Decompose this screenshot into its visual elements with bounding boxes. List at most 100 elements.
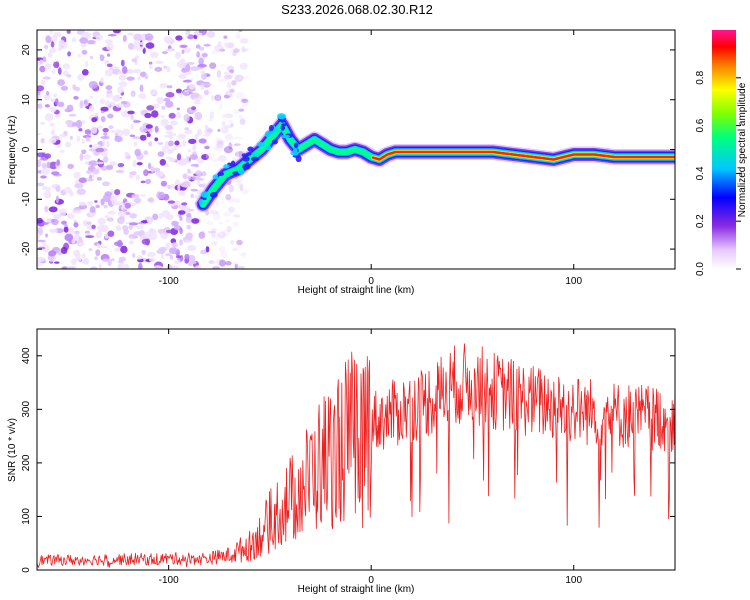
noise-speckle (55, 195, 60, 204)
noise-speckle (212, 212, 221, 221)
noise-speckle (90, 55, 94, 60)
noise-speckle (234, 143, 241, 147)
noise-speckle (221, 113, 226, 119)
noise-speckle (152, 213, 159, 221)
spectrogram-ytick-label: -20 (21, 241, 32, 256)
ridge-blob (274, 128, 281, 133)
ridge-blob (237, 168, 245, 175)
noise-speckle (218, 102, 223, 110)
noise-speckle (204, 145, 210, 150)
noise-speckle (122, 128, 131, 136)
noise-speckle (114, 189, 121, 196)
noise-speckle (41, 168, 51, 175)
noise-speckle (225, 193, 232, 201)
noise-speckle (201, 171, 207, 177)
noise-speckle (223, 211, 232, 217)
noise-speckle (230, 122, 234, 127)
noise-speckle (183, 114, 190, 122)
noise-speckle (107, 210, 116, 215)
snr-ytick-label: 0 (21, 567, 32, 573)
ridge-blob (256, 142, 265, 147)
noise-speckle (37, 217, 43, 224)
noise-speckle (57, 79, 65, 86)
colorbar-tick-label: 0.4 (695, 166, 706, 180)
noise-speckle (177, 133, 186, 140)
noise-speckle (96, 243, 101, 249)
noise-speckle (100, 77, 104, 84)
noise-speckle (86, 40, 96, 45)
noise-speckle (134, 148, 141, 157)
noise-speckle (104, 215, 110, 218)
noise-speckle (166, 85, 173, 89)
noise-speckle (184, 129, 193, 135)
noise-speckle (208, 116, 213, 123)
noise-speckle (217, 41, 222, 47)
noise-speckle (235, 265, 245, 269)
noise-speckle (129, 213, 138, 219)
ridge-blob (242, 156, 250, 162)
noise-speckle (95, 147, 105, 153)
ridge-blob (223, 164, 230, 169)
noise-speckle (174, 260, 181, 265)
noise-speckle (102, 181, 110, 187)
noise-speckle (127, 68, 134, 74)
noise-speckle (139, 134, 147, 141)
noise-speckle (241, 98, 249, 104)
noise-speckle (165, 214, 174, 220)
noise-speckle (144, 112, 152, 119)
noise-speckle (51, 218, 59, 226)
noise-speckle (95, 231, 102, 239)
noise-speckle (37, 152, 46, 158)
noise-speckle (74, 86, 80, 92)
noise-speckle (216, 140, 224, 148)
noise-speckle (100, 136, 110, 139)
noise-speckle (179, 44, 188, 48)
noise-speckle (171, 220, 179, 227)
noise-speckle (176, 112, 182, 119)
noise-speckle (129, 171, 137, 176)
ridge-blob (201, 191, 209, 198)
noise-speckle (85, 235, 95, 239)
noise-speckle (200, 84, 205, 91)
noise-speckle (180, 58, 186, 66)
noise-speckle (224, 124, 234, 128)
noise-speckle (39, 222, 49, 225)
noise-speckle (143, 150, 149, 155)
noise-speckle (89, 95, 94, 99)
noise-speckle (178, 191, 186, 196)
noise-speckle (151, 110, 159, 118)
noise-speckle (122, 66, 128, 74)
noise-speckle (185, 232, 193, 241)
noise-speckle (231, 80, 237, 86)
noise-speckle (165, 130, 173, 135)
noise-speckle (126, 76, 135, 81)
noise-speckle (156, 96, 165, 105)
spectrogram-ytick-label: 10 (21, 94, 32, 106)
noise-speckle (91, 117, 98, 123)
noise-speckle (133, 141, 138, 147)
noise-speckle (163, 65, 168, 69)
noise-speckle (241, 46, 246, 53)
noise-speckle (107, 34, 117, 37)
noise-speckle (115, 103, 124, 108)
noise-speckle (109, 161, 117, 167)
noise-speckle (216, 48, 221, 52)
noise-speckle (46, 161, 51, 169)
noise-speckle (191, 92, 200, 98)
colorbar: 0.0 0.2 0.4 0.6 0.8 Normalized spectral ampl… (695, 30, 748, 276)
noise-speckle (186, 213, 192, 218)
noise-speckle (122, 34, 127, 43)
noise-speckle (229, 48, 234, 54)
noise-speckle (52, 69, 56, 75)
noise-speckle (58, 41, 68, 49)
noise-speckle (164, 124, 174, 131)
colorbar-tick-label: 0.0 (695, 262, 706, 276)
noise-speckle (157, 151, 165, 157)
noise-speckle (127, 32, 135, 36)
noise-speckle (223, 94, 230, 99)
noise-speckle (160, 118, 169, 127)
noise-speckle (48, 137, 57, 144)
noise-speckle (192, 146, 196, 151)
noise-speckle (127, 110, 135, 115)
noise-speckle (150, 51, 159, 59)
